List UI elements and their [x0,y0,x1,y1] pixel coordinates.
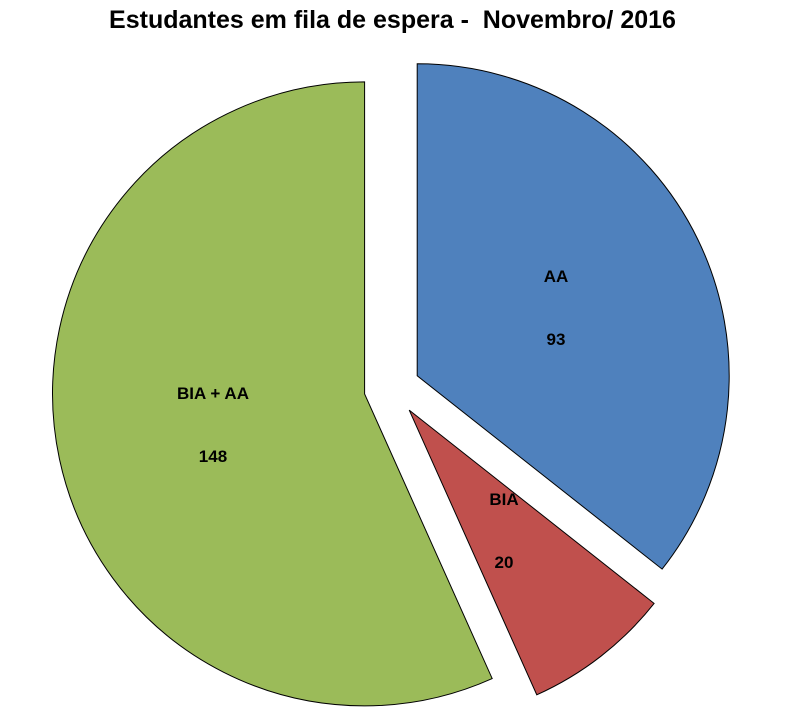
chart-title: Estudantes em fila de espera - Novembro/… [109,6,676,34]
pie-slice-bia [408,409,655,696]
pie-slice-aa [416,63,730,570]
pie-slice-bia-aa [52,81,493,707]
